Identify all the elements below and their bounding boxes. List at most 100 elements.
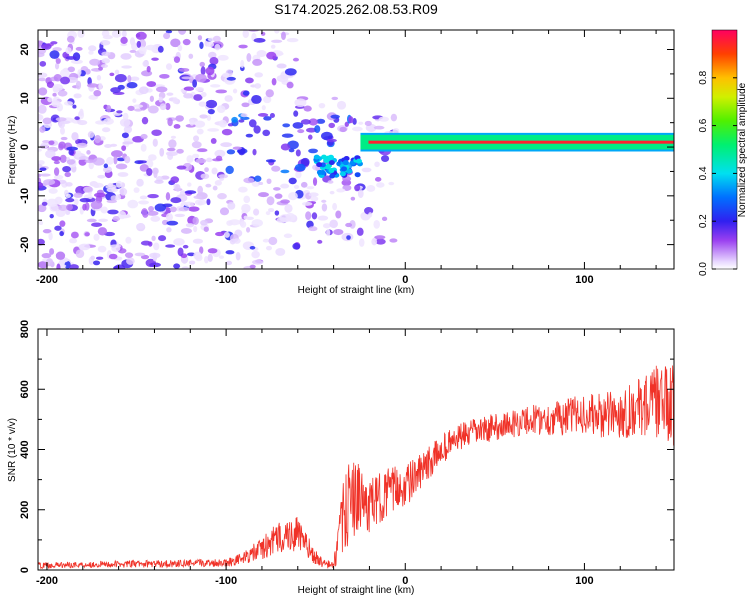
spectrogram-cell (96, 74, 102, 81)
spectrogram-cell (229, 238, 236, 245)
spectrogram-cell (73, 192, 83, 198)
spectrogram-cell (328, 160, 335, 166)
spectrogram-cell (217, 193, 227, 200)
spectrogram-cell (183, 86, 195, 91)
spectrogram-cell (118, 210, 127, 220)
spectrogram-cell (193, 251, 202, 260)
spectrogram-cell (324, 164, 331, 170)
spectrogram-cell (65, 193, 71, 198)
spectrogram-cell (197, 148, 208, 152)
spectrogram-cell (79, 156, 89, 160)
spectrogram-cell (205, 183, 212, 188)
spectrogram-cell (207, 248, 218, 254)
spectrogram-cell (146, 167, 153, 176)
spectrogram-cell (192, 238, 204, 244)
spectrogram-cell (206, 198, 211, 206)
spectrogram-cell (348, 116, 354, 124)
spectrogram-cell (48, 188, 58, 194)
spectrogram-cell (148, 154, 157, 161)
spectrogram-cell (227, 201, 236, 210)
snr-y-label: SNR (10 * v/v) (7, 418, 18, 482)
spectrogram-cell (308, 118, 318, 126)
spectrogram-cell (281, 133, 294, 138)
spectrogram-cell (195, 87, 205, 92)
spectrogram-cell (358, 238, 365, 247)
spectrogram-cell (75, 150, 82, 158)
spectrogram-cell (243, 215, 249, 220)
spectrogram-cell (124, 252, 134, 258)
chart-title: S174.2025.262.08.53.R09 (274, 1, 438, 17)
spectrogram-cell (390, 113, 398, 122)
spectrogram-cell (376, 182, 385, 188)
spectrogram-cell (251, 250, 260, 259)
spectrogram-cell (356, 227, 364, 236)
spectrogram-cell (192, 153, 200, 159)
spectrogram-cell (43, 179, 56, 186)
spectrogram-cell (148, 206, 155, 212)
spectrogram-cell (317, 215, 329, 221)
spectrogram-cell (235, 252, 241, 261)
spectrogram-cell (53, 160, 60, 165)
spectrogram-cell (246, 227, 251, 233)
spectrogram-cell (280, 183, 290, 189)
spectrogram-cell (166, 147, 176, 152)
spectrogram-cell (69, 264, 79, 269)
spectrogram-cell (75, 249, 85, 259)
spectrogram-cell (92, 157, 105, 166)
spectrogram-cell (333, 228, 344, 236)
spectrogram-cell (300, 119, 311, 125)
spectrogram-cell (94, 134, 102, 144)
spectrogram-cell (254, 175, 262, 182)
spectrogram-cell (308, 192, 319, 197)
x-tick-label: -200 (36, 274, 58, 286)
spectrogram-cell (378, 116, 390, 122)
spectrogram-cell (121, 132, 129, 139)
spectrogram-cell (245, 77, 254, 84)
spectrogram-cell (276, 63, 287, 69)
spectrogram-cell (220, 142, 233, 148)
spectrogram-cell (155, 86, 168, 93)
spectrogram-cell (163, 32, 171, 40)
spectrogram-cell (368, 212, 373, 218)
spectrogram-cell (79, 108, 84, 117)
colorbar-tick-label: 0.6 (698, 118, 709, 132)
spectrogram-cell (92, 182, 104, 188)
spectrogram-cell (166, 220, 179, 226)
spectrogram-cell (330, 114, 340, 119)
spectrogram-cell (339, 171, 346, 177)
y-tick-label: -20 (19, 237, 31, 253)
colorbar-tick-label: 0.0 (698, 262, 709, 276)
spectrogram-cell (51, 100, 61, 107)
colorbar-ticks: 0.0 0.2 0.4 0.6 0.8 (698, 70, 737, 276)
spectrogram-cell (280, 169, 290, 174)
spectrogram-cell (114, 74, 127, 83)
spectrogram-cell (135, 31, 147, 41)
spectrogram-cell (175, 184, 181, 192)
spectrogram-cell (139, 164, 149, 172)
spectrogram-cell (219, 207, 230, 216)
spectrogram-cell (262, 129, 271, 137)
spectrogram-cell (159, 73, 170, 79)
spectrogram-cell (74, 198, 79, 206)
spectrogram-cell (308, 226, 318, 232)
spectrogram-cell (263, 95, 272, 104)
spectrogram-cell (125, 236, 132, 244)
spectrogram-cell (140, 254, 150, 260)
spectrogram-cell (271, 39, 283, 43)
spectrogram-cell (94, 192, 106, 198)
spectrogram-cell (251, 94, 262, 104)
spectrogram-cell (295, 171, 302, 179)
spectrogram-cell (127, 199, 139, 209)
spectrogram-cell (145, 44, 157, 51)
spectrogram-cell (70, 231, 79, 239)
spectrogram-cell (113, 155, 118, 165)
spectrogram-cell (165, 213, 173, 222)
spectrogram-cell (265, 159, 276, 163)
spectrogram-cell (282, 123, 291, 128)
spectrogram-cell (238, 44, 248, 49)
spectrogram-cell (178, 30, 187, 35)
spectrogram-cell (101, 58, 111, 64)
spectrogram-cell (274, 210, 280, 216)
spectrogram-cell (294, 98, 307, 107)
spectrogram-cell (166, 92, 174, 96)
